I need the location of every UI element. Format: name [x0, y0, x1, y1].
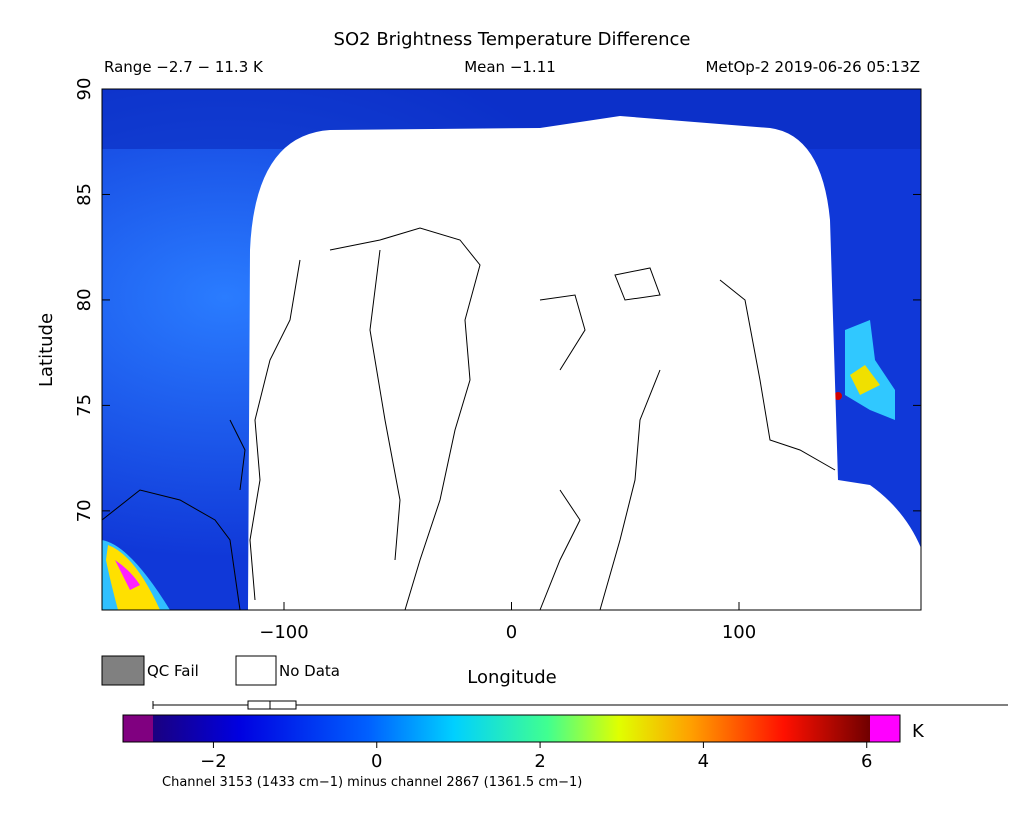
y-tick-label: 80: [74, 288, 95, 311]
colorbar-tick-label: 2: [534, 751, 545, 772]
colorbar-axis: −2 0 2 4 6: [200, 742, 872, 772]
mean-label: Mean −1.11: [464, 58, 556, 76]
x-tick-label: 100: [722, 622, 756, 643]
y-tick-label: 85: [74, 183, 95, 206]
colorbar-high-cap: [870, 715, 900, 742]
colorbar-tick-label: 0: [371, 751, 382, 772]
qc-fail-label: QC Fail: [147, 662, 199, 680]
y-tick-label: 75: [74, 394, 95, 417]
y-tick-label: 90: [74, 78, 95, 101]
y-axis-label: Latitude: [36, 313, 57, 387]
x-tick-label: 0: [506, 622, 517, 643]
no-data-swatch: [235, 655, 277, 686]
colorbar: [153, 715, 870, 742]
colorbar-tick-label: −2: [200, 751, 227, 772]
hot-spot: [115, 560, 140, 590]
x-axis-label: Longitude: [467, 667, 557, 688]
range-label: Range −2.7 − 11.3 K: [104, 58, 264, 76]
distribution-box: [152, 700, 1008, 710]
no-data-label: No Data: [279, 662, 340, 680]
hot-spot: [850, 365, 880, 395]
colorbar-tick-label: 4: [698, 751, 709, 772]
map-area: [101, 88, 922, 611]
colorbar-tick-label: 6: [861, 751, 872, 772]
colorbar-frame: [122, 714, 901, 743]
y-tick-label: 70: [74, 499, 95, 522]
colorbar-low-cap: [123, 715, 153, 742]
footnote: Channel 3153 (1433 cm−1) minus channel 2…: [162, 775, 582, 790]
coastlines: [101, 227, 836, 611]
satellite-label: MetOp-2 2019-06-26 05:13Z: [705, 58, 920, 76]
hot-spot: [845, 320, 895, 420]
qc-fail-swatch: [101, 655, 145, 686]
no-data-region: [248, 116, 921, 610]
axes: −100 0 100 70 75 80 85 90: [74, 78, 921, 643]
hot-spot: [834, 392, 842, 400]
x-tick-label: −100: [259, 622, 308, 643]
title: SO2 Brightness Temperature Difference: [334, 29, 691, 50]
colorbar-unit: K: [912, 721, 925, 742]
